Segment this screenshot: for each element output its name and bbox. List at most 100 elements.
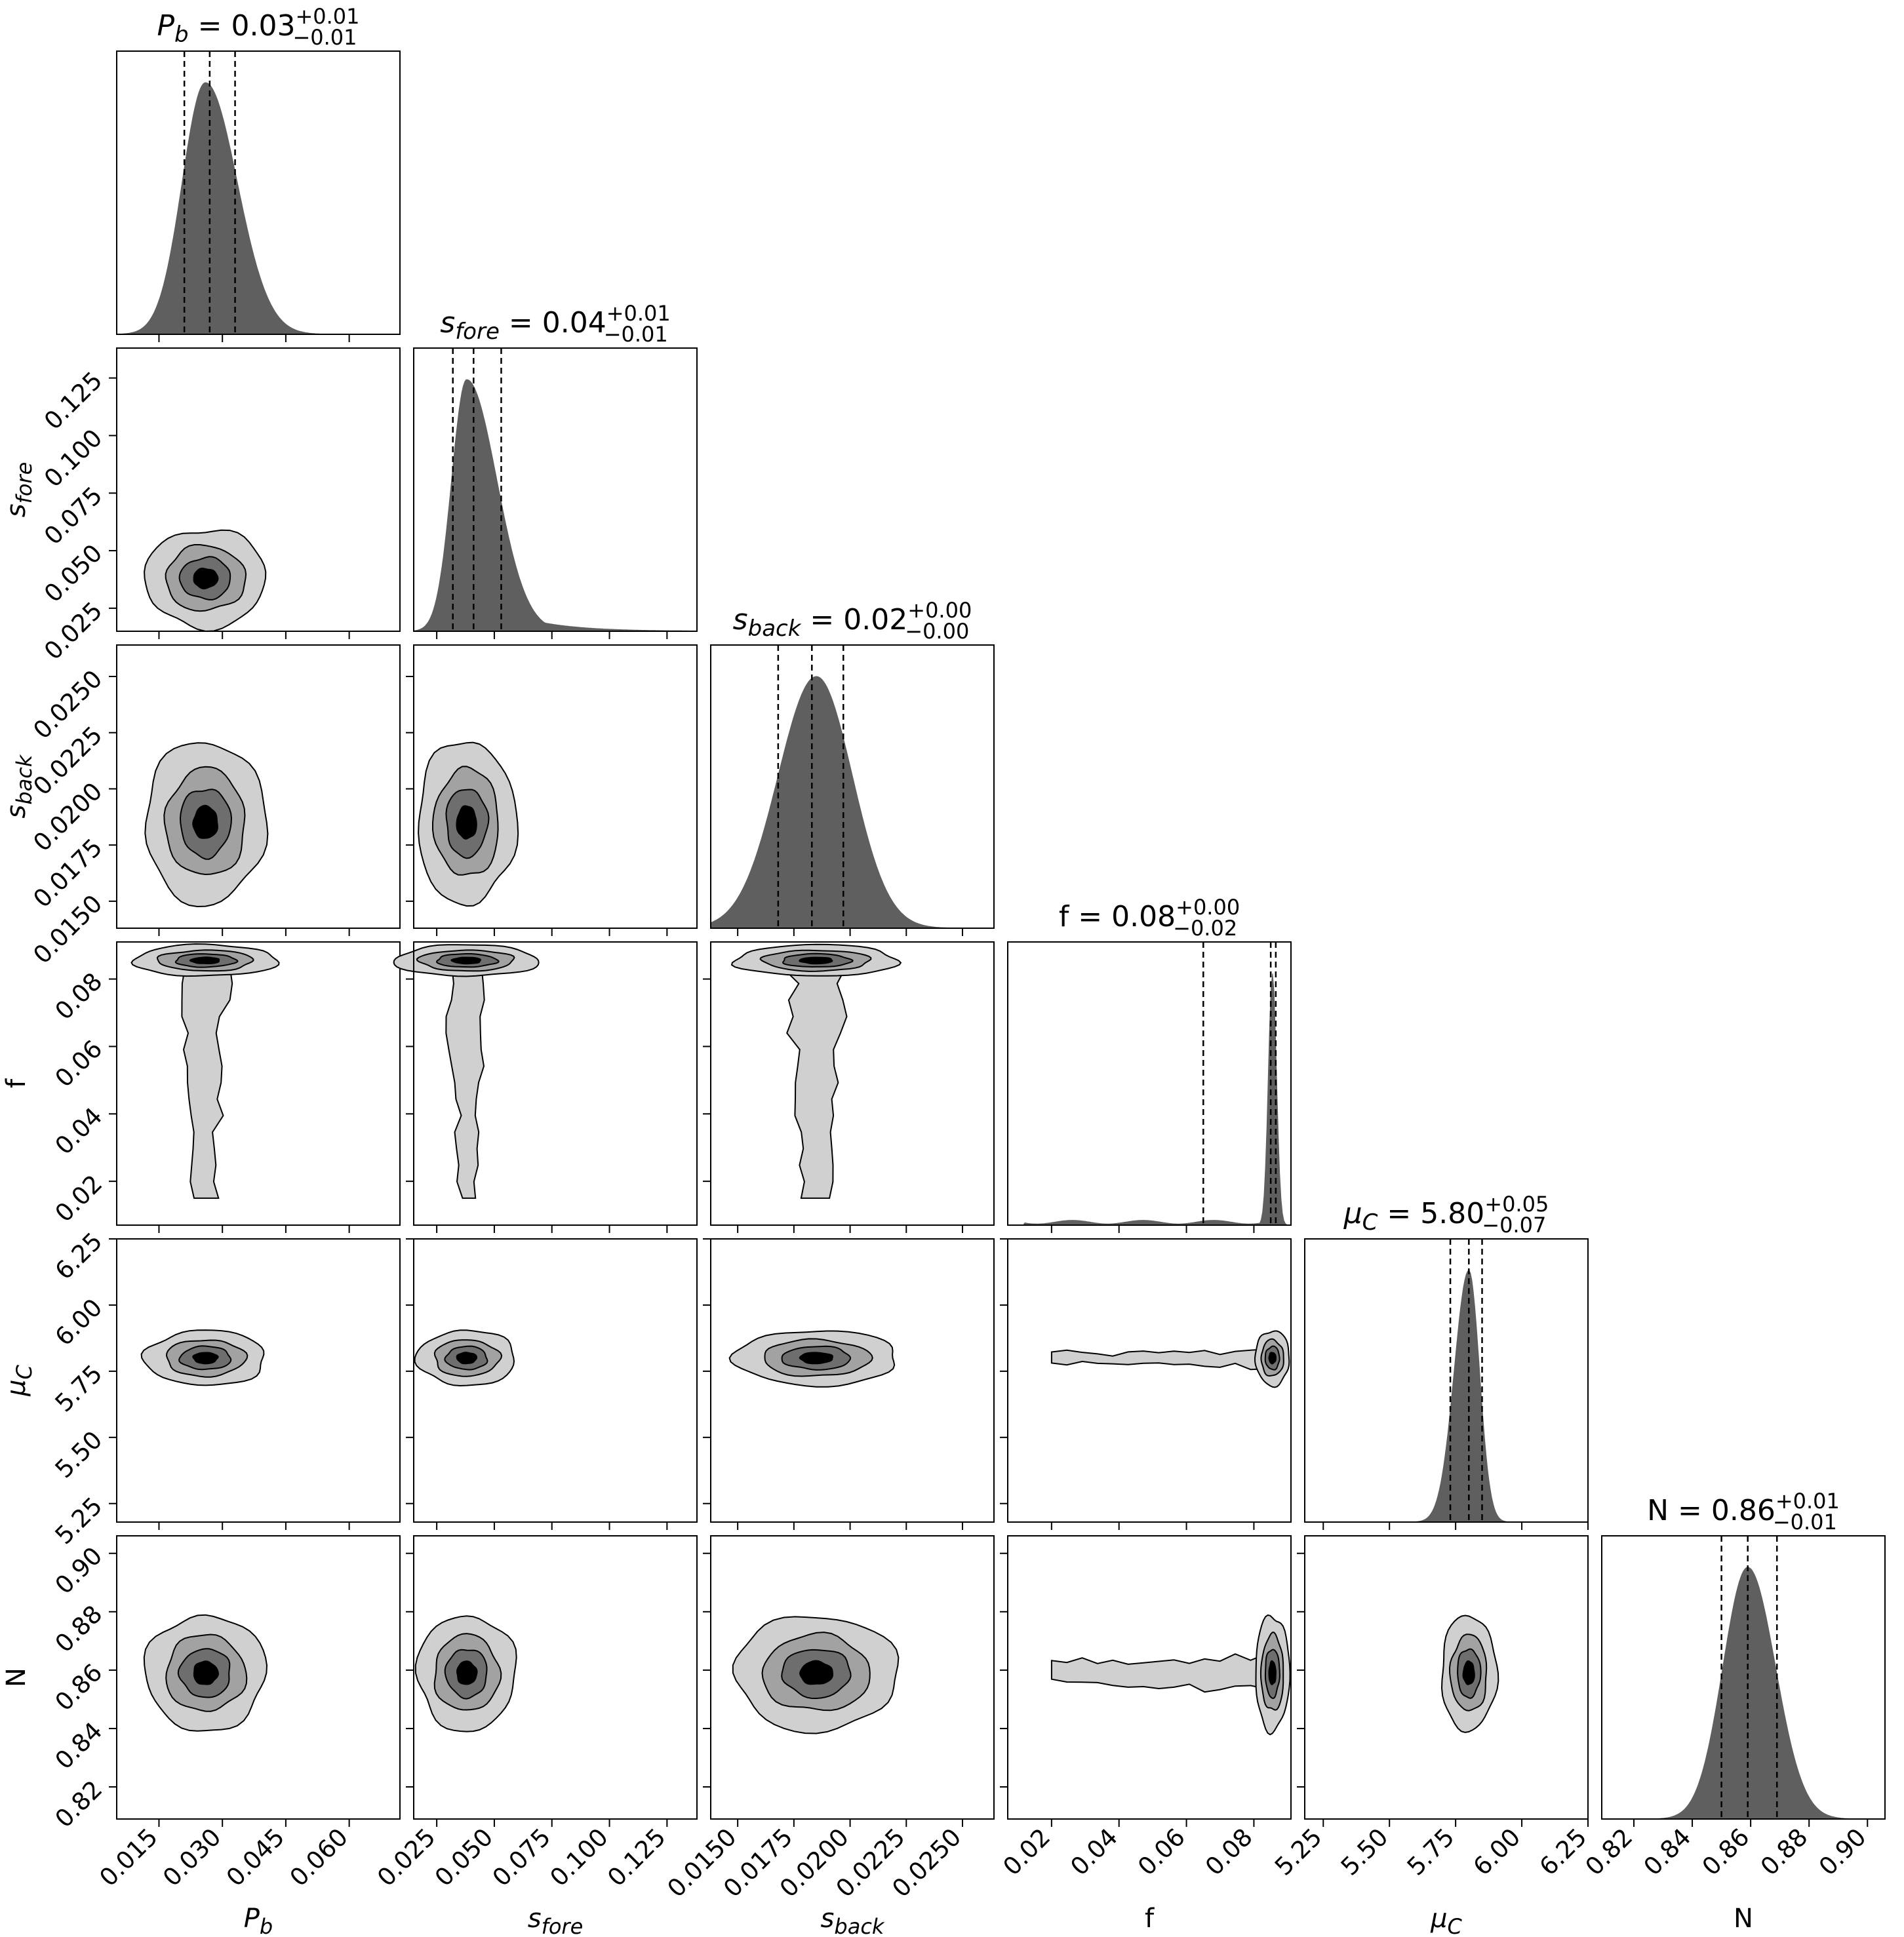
contour-core bbox=[192, 1352, 219, 1365]
histogram-sfore bbox=[413, 379, 698, 632]
title-Pb: Pb = 0.03+0.01 bbox=[157, 4, 359, 48]
title-plus: +0.00 bbox=[1176, 895, 1240, 920]
x-tick-label: 0.82 bbox=[1580, 1823, 1638, 1881]
title-minus-Pb: −0.01 bbox=[292, 25, 357, 50]
axis-subscript: fore bbox=[542, 1914, 584, 1937]
title-symbol: f bbox=[1059, 900, 1070, 933]
axis-symbol: N bbox=[1734, 1904, 1753, 1934]
x-tick-label: 0.050 bbox=[429, 1823, 498, 1892]
hist-panel-N bbox=[1601, 1535, 1886, 1827]
panel-background bbox=[711, 942, 994, 1225]
contour-panel-Pb-muC bbox=[109, 1238, 401, 1530]
contour-panel-Pb-sfore bbox=[109, 347, 401, 639]
axis-subscript: back bbox=[834, 1914, 885, 1937]
panel-frame bbox=[116, 50, 401, 335]
axis-symbol: f bbox=[1145, 1904, 1155, 1934]
contour-panel-sback-f bbox=[703, 941, 995, 1233]
panel-frame bbox=[116, 347, 401, 632]
x-axis-label-Pb: Pb bbox=[244, 1904, 273, 1937]
contour-tail bbox=[780, 966, 848, 1199]
title-equals: = bbox=[810, 603, 843, 636]
contour-panel-sfore-sback bbox=[406, 644, 698, 936]
x-tick-label: 0.045 bbox=[221, 1823, 290, 1892]
axis-symbol: s bbox=[528, 1904, 542, 1934]
axis-subscript: C bbox=[12, 1364, 37, 1379]
title-value: 5.80 bbox=[1420, 1197, 1484, 1230]
y-tick-label: 6.00 bbox=[50, 1293, 108, 1352]
contour-tail bbox=[1050, 1653, 1267, 1693]
axis-symbol: f bbox=[1, 1078, 31, 1088]
y-tick-label: 0.08 bbox=[50, 968, 108, 1026]
title-muC: μC = 5.80+0.05 bbox=[1343, 1192, 1549, 1236]
axis-symbol: N bbox=[1, 1668, 31, 1687]
contour-panel-sback-muC bbox=[703, 1238, 995, 1530]
axis-symbol: μ bbox=[1430, 1904, 1447, 1934]
axis-subscript: fore bbox=[12, 462, 37, 504]
y-tick-label: 5.25 bbox=[50, 1492, 108, 1550]
title-value: 0.03 bbox=[231, 9, 295, 43]
title-subscript: fore bbox=[455, 319, 500, 345]
title-minus-sback: −0.00 bbox=[905, 619, 969, 644]
title-subscript: b bbox=[174, 22, 189, 48]
contour-panel-sfore-N bbox=[406, 1535, 698, 1827]
y-tick-label: 0.100 bbox=[39, 423, 108, 492]
title-f: f = 0.08+0.00 bbox=[1059, 895, 1240, 933]
y-axis-label-sback: sback bbox=[1, 754, 37, 818]
title-plus: +0.00 bbox=[907, 598, 972, 623]
hist-panel-Pb bbox=[116, 50, 401, 342]
x-tick-label: 0.075 bbox=[487, 1823, 556, 1892]
panel-frame bbox=[116, 1238, 401, 1523]
x-tick-label: 0.030 bbox=[157, 1823, 226, 1892]
y-tick-label: 0.90 bbox=[50, 1542, 108, 1600]
contour-core bbox=[456, 1352, 478, 1365]
panel-frame bbox=[1304, 1238, 1589, 1523]
contour-panel-f-muC bbox=[1000, 1238, 1292, 1530]
x-tick-label: 0.06 bbox=[1132, 1823, 1191, 1881]
y-axis-label-f: f bbox=[1, 1078, 31, 1088]
axis-symbol: μ bbox=[1, 1379, 31, 1396]
title-plus: +0.01 bbox=[295, 4, 359, 29]
panel-frame bbox=[116, 644, 401, 929]
x-tick-label: 0.015 bbox=[94, 1823, 163, 1892]
panel-frame bbox=[413, 1535, 698, 1820]
x-axis-label-sfore: sfore bbox=[528, 1904, 584, 1937]
hist-panel-muC bbox=[1304, 1238, 1589, 1530]
contour-core bbox=[193, 1660, 219, 1685]
x-tick-label: 0.88 bbox=[1755, 1823, 1814, 1881]
panel-frame bbox=[1304, 1535, 1589, 1820]
y-tick-label: 0.86 bbox=[50, 1658, 108, 1717]
panel-frame bbox=[1007, 1535, 1292, 1820]
contour-core bbox=[193, 567, 219, 590]
x-tick-label: 0.060 bbox=[285, 1823, 353, 1892]
panel-background bbox=[1008, 942, 1291, 1225]
title-value: 0.04 bbox=[542, 306, 606, 340]
x-tick-label: 0.08 bbox=[1200, 1823, 1258, 1881]
title-symbol: N bbox=[1647, 1494, 1669, 1527]
panel-frame bbox=[1007, 1238, 1292, 1523]
title-symbol: s bbox=[440, 306, 455, 340]
contour-core bbox=[456, 1660, 478, 1685]
panel-frame bbox=[1601, 1535, 1886, 1820]
contour-core bbox=[1268, 1352, 1277, 1365]
x-tick-label: 0.025 bbox=[372, 1823, 441, 1892]
panel-frame bbox=[413, 1238, 698, 1523]
contour-core bbox=[799, 956, 833, 965]
contour-core bbox=[456, 805, 477, 840]
axis-symbol: s bbox=[1, 805, 31, 819]
panel-frame bbox=[710, 941, 995, 1226]
y-tick-label: 0.88 bbox=[50, 1600, 108, 1658]
x-tick-label: 6.00 bbox=[1468, 1823, 1526, 1881]
title-symbol: μ bbox=[1343, 1197, 1362, 1230]
title-symbol: P bbox=[157, 9, 174, 43]
x-tick-label: 0.125 bbox=[602, 1823, 671, 1892]
contour-panel-sback-N bbox=[703, 1535, 995, 1827]
y-tick-label: 0.04 bbox=[50, 1102, 108, 1160]
panel-frame bbox=[1007, 941, 1292, 1226]
axis-subscript: C bbox=[1448, 1914, 1463, 1937]
x-tick-label: 0.84 bbox=[1638, 1823, 1697, 1881]
panel-frame bbox=[710, 1535, 995, 1820]
hist-panel-sfore bbox=[413, 347, 698, 639]
contour-core bbox=[450, 956, 481, 965]
y-tick-label: 6.25 bbox=[50, 1227, 108, 1285]
panel-background bbox=[1008, 1239, 1291, 1522]
